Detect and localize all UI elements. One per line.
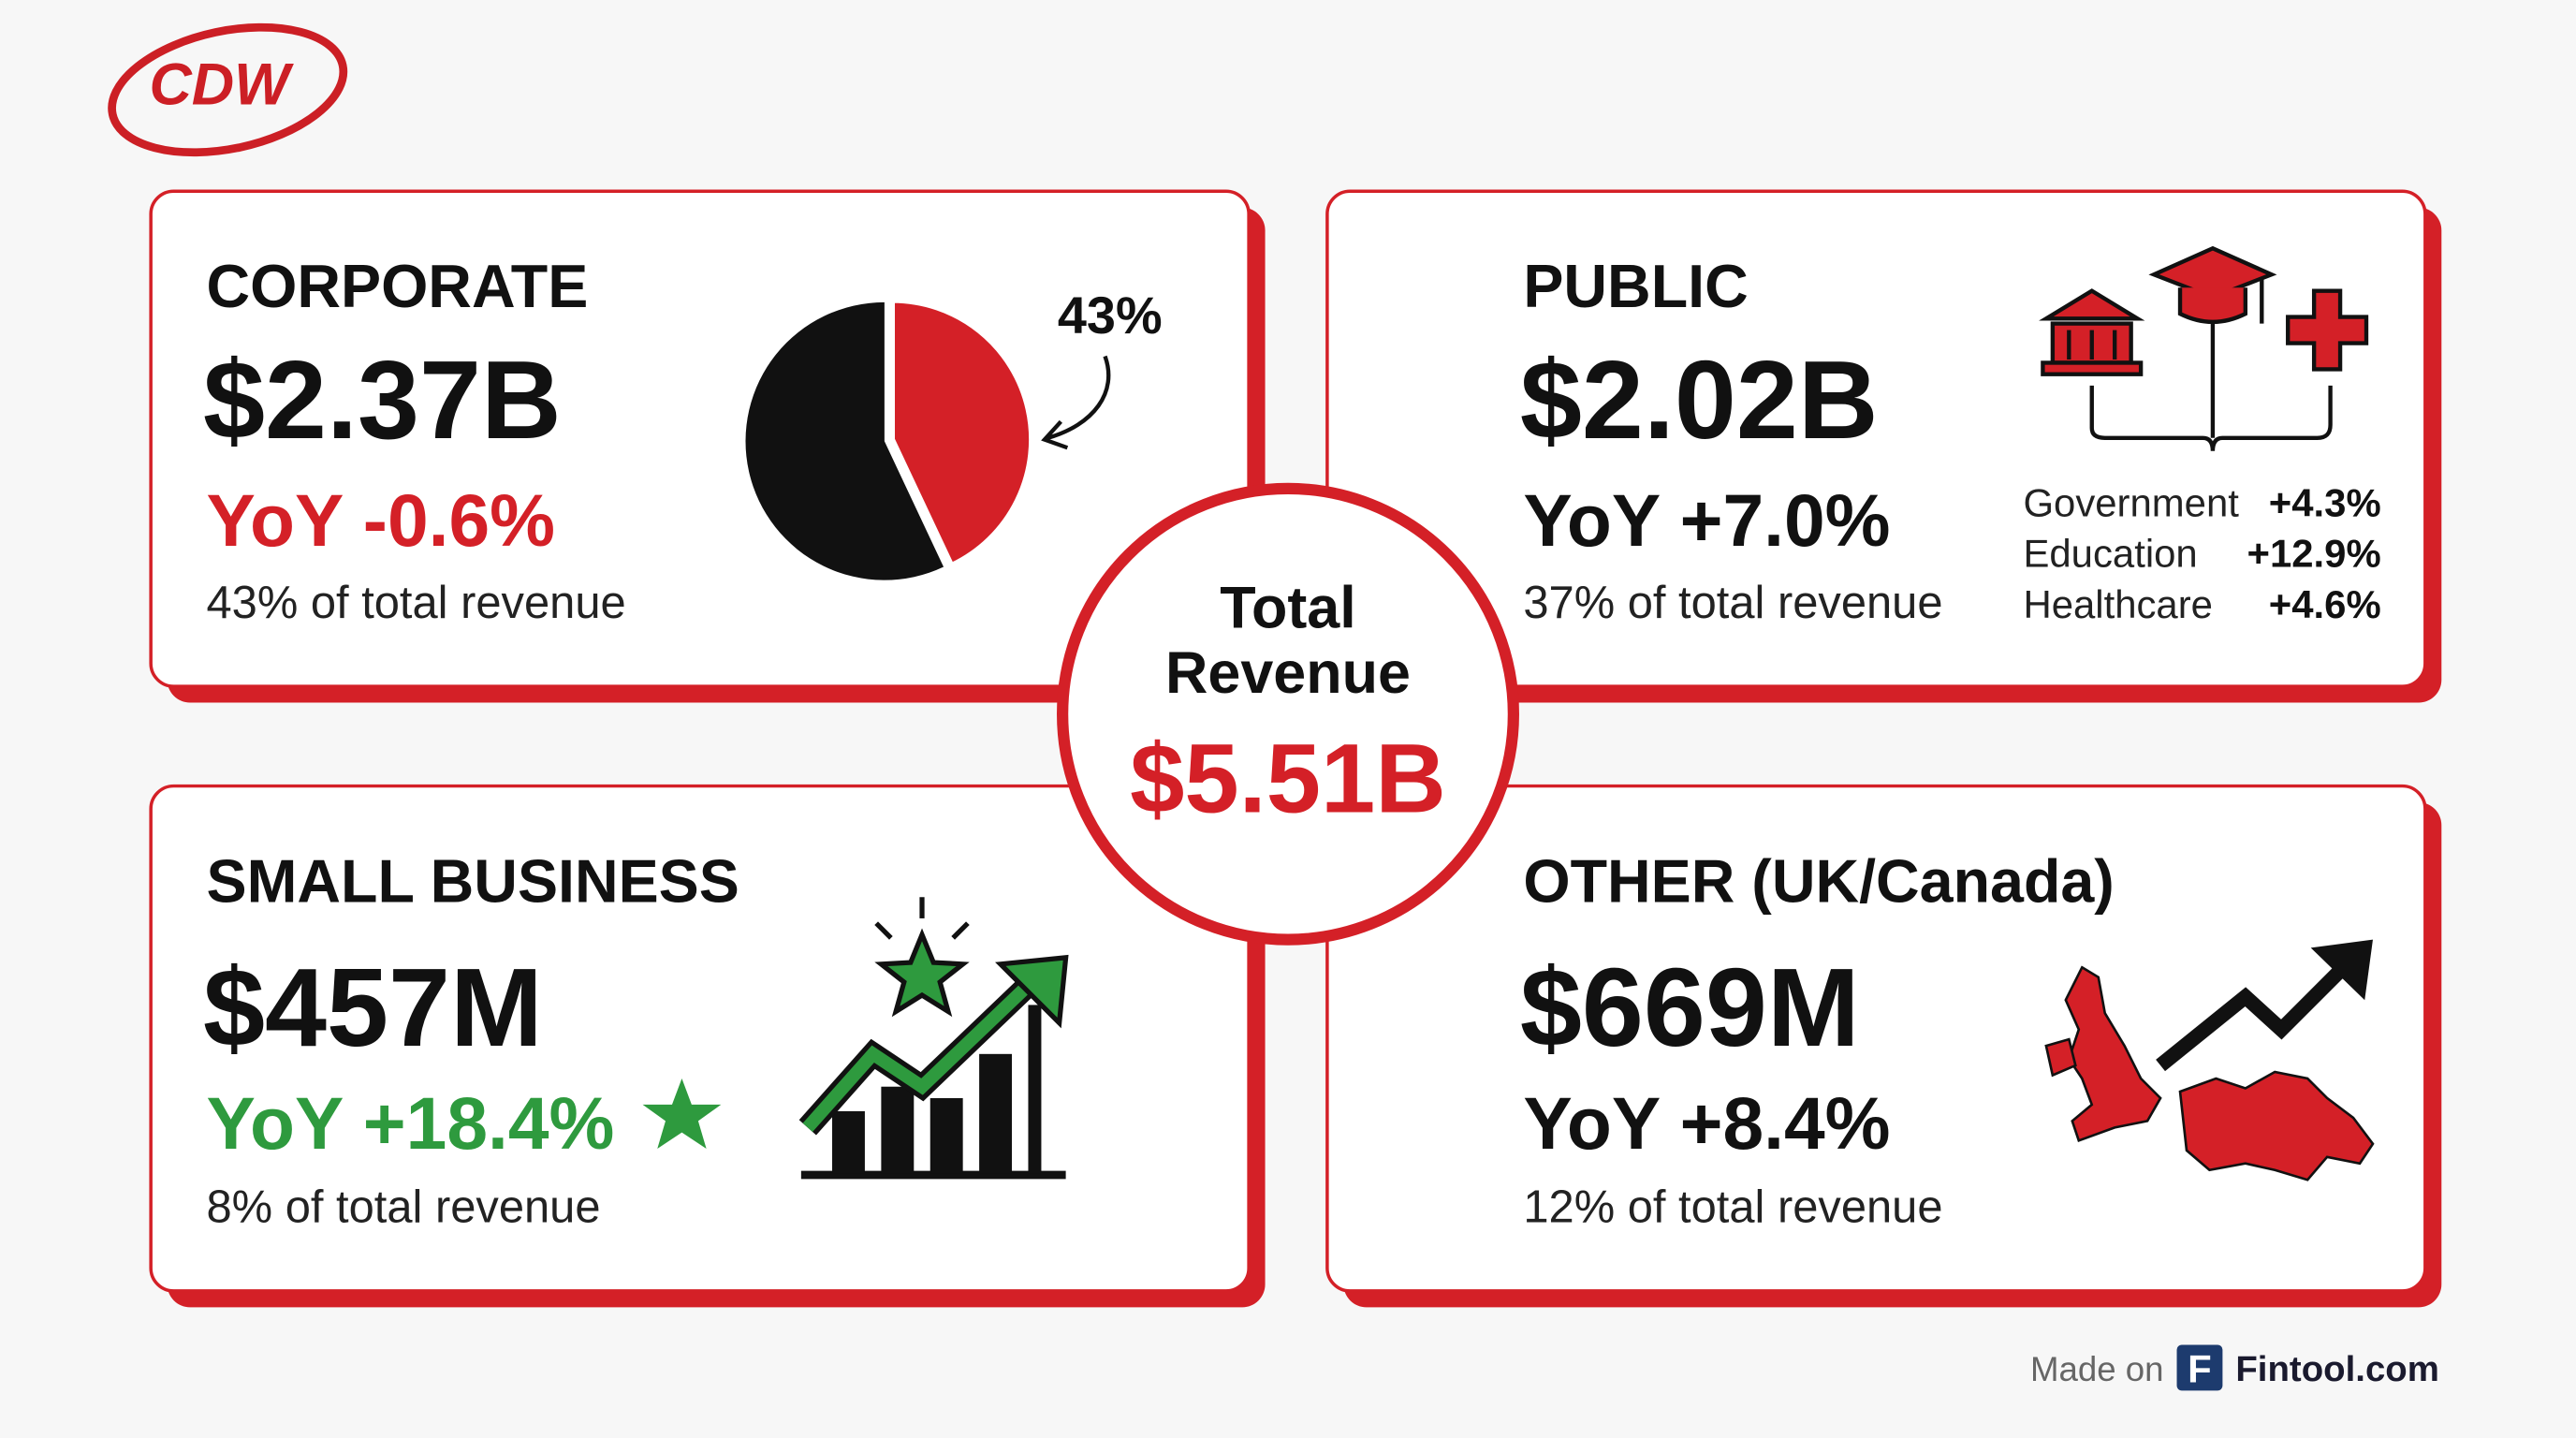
star-icon	[642, 1078, 722, 1150]
segment-yoy: YoY +8.4%	[1523, 1082, 1890, 1165]
breakdown-label: Government	[2023, 481, 2239, 525]
segment-share: 8% of total revenue	[207, 1182, 601, 1233]
canada-map	[2178, 1070, 2375, 1181]
bank-roof	[2039, 288, 2145, 321]
trend-arrowhead	[2310, 939, 2373, 1001]
arrow-line	[802, 976, 1038, 1133]
pie-remainder	[745, 301, 944, 580]
segment-title: SMALL BUSINESS	[207, 847, 739, 915]
connector	[2089, 385, 2333, 451]
growth-icon	[798, 897, 1069, 1180]
pie-arrowhead	[1041, 419, 1069, 450]
breakdown-label: Healthcare	[2023, 582, 2213, 626]
health-cross	[2286, 288, 2369, 372]
card	[1325, 189, 2427, 688]
segment-revenue: $457M	[203, 946, 543, 1070]
total-title-box: Total Revenue	[1165, 575, 1411, 707]
segment-share: 43% of total revenue	[207, 578, 626, 628]
breakdown-value: +4.6%	[2269, 582, 2381, 626]
sparkle	[874, 921, 893, 940]
footer-brand[interactable]: Fintool.com	[2235, 1349, 2439, 1389]
breakdown-value: +12.9%	[2247, 532, 2381, 576]
ireland-map	[2044, 1037, 2077, 1078]
icon-bar	[1028, 1005, 1042, 1174]
pie-arrow	[1046, 355, 1111, 440]
segment-yoy: YoY -0.6%	[207, 479, 555, 562]
uk-map	[2064, 965, 2162, 1143]
segment-title: PUBLIC	[1523, 253, 1748, 320]
card-frames	[149, 189, 2442, 1308]
card	[149, 189, 1251, 688]
segment-revenue: $2.02B	[1520, 339, 1879, 462]
logo-swoosh	[108, 22, 348, 157]
card	[149, 784, 1251, 1293]
segment-yoy: YoY +7.0%	[1523, 479, 1890, 562]
segment-share: 37% of total revenue	[1523, 578, 1942, 628]
arrow-head	[995, 954, 1069, 1029]
cap-base	[2177, 287, 2248, 324]
total-circle	[1057, 482, 1519, 946]
public-icons	[2039, 245, 2369, 451]
segment-title: CORPORATE	[207, 253, 589, 320]
breakdown-list: Government +4.3% Education +12.9% Healthcare…	[2023, 481, 2380, 626]
segment-revenue: $2.37B	[203, 339, 562, 462]
pie-chart	[745, 298, 1034, 580]
logo: CDW	[108, 22, 348, 157]
bank-base	[2041, 360, 2144, 376]
icon-bar	[979, 1053, 1013, 1174]
footer-icon[interactable]: F	[2188, 1347, 2212, 1391]
icon-bar	[881, 1086, 915, 1174]
footer-prefix: Made on	[2030, 1350, 2164, 1388]
icon-bar	[832, 1110, 865, 1174]
region-icons	[2044, 939, 2375, 1181]
segment-share: 12% of total revenue	[1523, 1182, 1942, 1233]
icon-bar	[929, 1097, 963, 1174]
sparkle-star	[874, 928, 970, 1018]
logo-text: CDW	[149, 52, 294, 118]
segment-yoy: YoY +18.4%	[207, 1082, 615, 1165]
sparkle	[951, 921, 970, 940]
breakdown-label: Education	[2023, 532, 2197, 576]
segment-title: OTHER (UK/Canada)	[1523, 847, 2114, 915]
card	[1325, 784, 2427, 1293]
trend-line	[2156, 961, 2349, 1072]
pie-slice	[889, 298, 1034, 569]
breakdown-value: +4.3%	[2269, 481, 2381, 525]
footer-icon-box	[2176, 1344, 2223, 1391]
total-value: $5.51B	[1130, 724, 1446, 833]
total-title: Total Revenue	[1165, 575, 1411, 707]
pie-label: 43%	[1058, 286, 1163, 345]
segment-revenue: $669M	[1520, 946, 1860, 1070]
